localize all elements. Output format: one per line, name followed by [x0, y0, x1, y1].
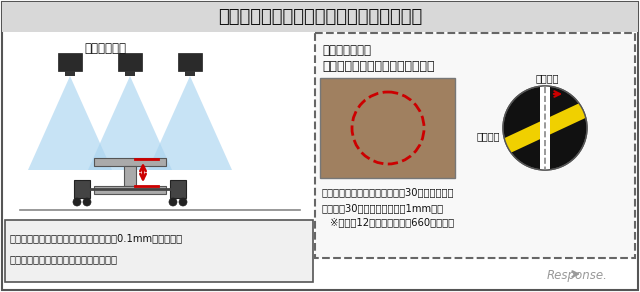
Bar: [124, 166, 136, 186]
Bar: [74, 180, 90, 198]
Bar: [315, 33, 635, 258]
Text: 緩み有り: 緩み有り: [477, 131, 500, 141]
Text: ・回転角30度＝ボルトの緩み1mm相当: ・回転角30度＝ボルトの緩み1mm相当: [322, 203, 444, 213]
Text: 最新のセンサにて締結ボルトの緩みを検知: 最新のセンサにて締結ボルトの緩みを検知: [218, 8, 422, 26]
Bar: [178, 53, 202, 71]
Text: Response.: Response.: [547, 270, 608, 282]
Polygon shape: [88, 76, 172, 170]
Bar: [2, 2, 638, 32]
Text: ※在来線12線区において約660万個使用: ※在来線12線区において約660万個使用: [330, 217, 454, 227]
Text: 緩み無し: 緩み無し: [535, 73, 559, 83]
Circle shape: [73, 198, 81, 206]
Circle shape: [83, 198, 91, 206]
Bar: [94, 158, 166, 166]
Bar: [170, 180, 186, 198]
Bar: [540, 86, 550, 170]
Text: ボルトキャップを撮影し画像処理: ボルトキャップを撮影し画像処理: [322, 60, 435, 72]
Bar: [185, 71, 195, 76]
Text: 参考：現行装置: 参考：現行装置: [322, 44, 371, 56]
Bar: [320, 78, 455, 178]
Circle shape: [503, 86, 587, 170]
Circle shape: [169, 198, 177, 206]
Bar: [118, 53, 142, 71]
Bar: [58, 53, 82, 71]
Bar: [65, 71, 75, 76]
Polygon shape: [148, 76, 232, 170]
Bar: [94, 186, 166, 194]
Text: 測定イメージ: 測定イメージ: [84, 41, 126, 55]
Text: ・過去測定時との比較により緩みを判定: ・過去測定時との比較により緩みを判定: [10, 254, 118, 264]
Text: ・レール頭頂面とボルト頭頂面の距離を0.1mm単位で測定: ・レール頭頂面とボルト頭頂面の距離を0.1mm単位で測定: [10, 233, 183, 243]
Bar: [125, 71, 135, 76]
Text: ・ボルトキャップの回転角度を30度単位で測定: ・ボルトキャップの回転角度を30度単位で測定: [322, 187, 454, 197]
Circle shape: [503, 86, 587, 170]
Polygon shape: [28, 76, 112, 170]
Bar: [5, 220, 313, 282]
Polygon shape: [499, 101, 591, 155]
Circle shape: [179, 198, 187, 206]
